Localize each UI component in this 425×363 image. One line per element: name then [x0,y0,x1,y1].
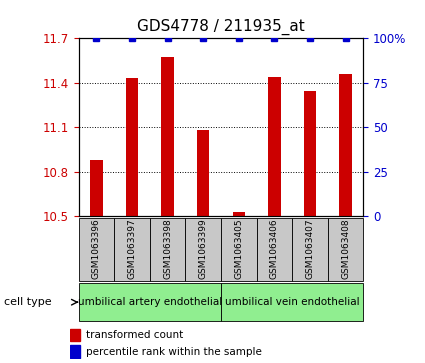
Bar [70,345,80,358]
Text: GSM1063397: GSM1063397 [128,218,136,279]
Bar [79,283,221,321]
Bar [197,130,210,216]
Text: umbilical artery endothelial: umbilical artery endothelial [78,297,222,307]
Bar [90,160,103,216]
Bar [221,283,363,321]
Bar [150,218,185,281]
Bar [257,218,292,281]
Text: GSM1063407: GSM1063407 [306,218,314,279]
Text: GSM1063396: GSM1063396 [92,218,101,279]
Text: GSM1063398: GSM1063398 [163,218,172,279]
Text: GSM1063405: GSM1063405 [234,218,243,279]
Text: transformed count: transformed count [86,330,184,340]
Text: GSM1063406: GSM1063406 [270,218,279,279]
Bar [162,57,174,216]
Bar [79,218,114,281]
Bar [339,74,352,216]
Title: GDS4778 / 211935_at: GDS4778 / 211935_at [137,19,305,35]
Bar [268,77,280,216]
Bar [221,218,257,281]
Bar [292,218,328,281]
Text: percentile rank within the sample: percentile rank within the sample [86,347,262,356]
Bar [70,329,80,341]
Text: GSM1063399: GSM1063399 [199,218,208,279]
Bar [232,212,245,216]
Bar [185,218,221,281]
Text: umbilical vein endothelial: umbilical vein endothelial [225,297,360,307]
Bar [328,218,363,281]
Bar [114,218,150,281]
Bar [304,91,316,216]
Text: GSM1063408: GSM1063408 [341,218,350,279]
Text: cell type: cell type [4,297,52,307]
Bar [126,78,138,216]
